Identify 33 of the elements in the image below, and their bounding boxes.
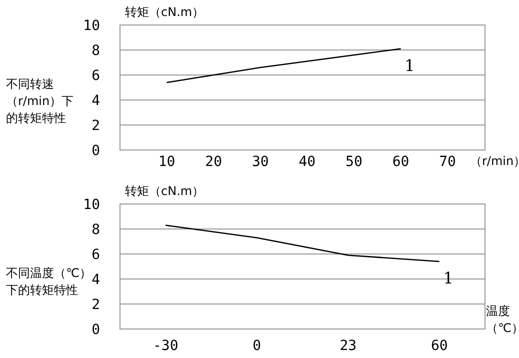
y-tick-label: 6 <box>92 247 100 263</box>
x-tick-label: 20 <box>205 154 222 170</box>
line-series <box>166 48 402 84</box>
x-tick-label: 10 <box>158 154 176 170</box>
x-tick-label: 60 <box>430 338 448 354</box>
x-axis-title: 温度（℃） <box>486 303 519 337</box>
x-tick-label: 60 <box>392 154 410 170</box>
y-axis-title: 转矩（cN.m） <box>125 183 204 200</box>
annotation: 1 <box>443 268 454 288</box>
y-tick-label: 6 <box>92 68 100 84</box>
x-tick-label: 70 <box>439 154 456 170</box>
text: 不同转速（r/min）下的转矩特性 <box>6 76 75 127</box>
x-tick-label: 50 <box>346 154 362 170</box>
y-tick-label: 10 <box>83 197 100 213</box>
x-tick-label: 40 <box>298 154 316 170</box>
y-tick-label: 0 <box>92 322 100 338</box>
y-axis-title: 转矩（cN.m） <box>125 4 204 21</box>
annotation: 1 <box>404 56 415 75</box>
y-tick-label: 2 <box>92 297 100 313</box>
line-series <box>164 224 440 262</box>
text: 不同温度（℃）下的转矩特性 <box>6 266 92 297</box>
x-axis-title: （r/min） <box>470 153 519 170</box>
y-tick-label: 0 <box>92 143 100 159</box>
y-tick-label: 4 <box>92 93 100 109</box>
y-tick-label: 4 <box>92 272 100 288</box>
x-tick-label: 0 <box>252 338 262 354</box>
x-tick-label: -30 <box>152 338 178 354</box>
y-tick-label: 2 <box>92 118 100 134</box>
y-tick-label: 8 <box>92 222 100 238</box>
y-tick-label: 8 <box>92 43 100 59</box>
x-tick-label: 30 <box>252 154 269 170</box>
x-tick-label: 23 <box>340 338 357 354</box>
y-tick-label: 10 <box>83 18 100 34</box>
